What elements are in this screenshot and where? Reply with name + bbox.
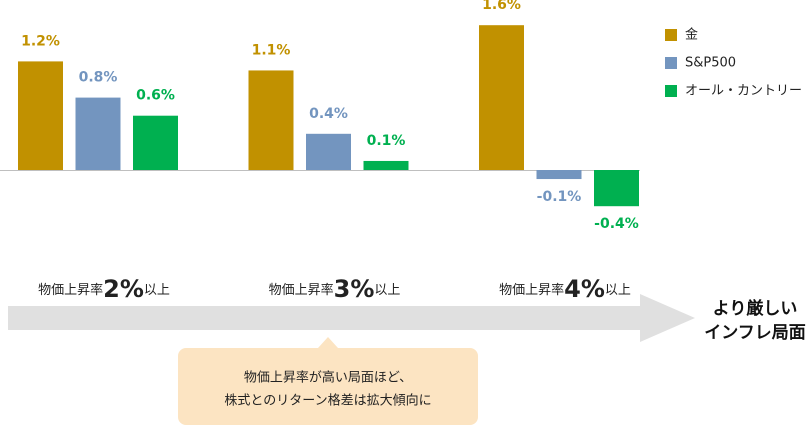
arrow-label: インフレ局面 <box>704 323 806 343</box>
legend-label: オール・カントリー <box>685 84 802 99</box>
value-label: 1.2% <box>21 33 60 49</box>
bar <box>133 115 178 170</box>
callout-box <box>178 337 478 425</box>
category-label: 物価上昇率3%以上 <box>269 275 401 303</box>
bar <box>594 170 639 207</box>
value-label: -0.1% <box>537 189 582 205</box>
callout-text: 株式とのリターン格差は拡大傾向に <box>224 393 431 409</box>
bar <box>363 160 409 170</box>
value-label: 1.6% <box>482 0 521 13</box>
bar <box>536 170 582 180</box>
legend-label: 金 <box>685 27 698 43</box>
legend-swatch <box>665 85 677 97</box>
value-label: 0.8% <box>79 70 118 86</box>
arrow-label: より厳しい <box>713 298 798 319</box>
value-label: -0.4% <box>594 216 639 232</box>
value-label: 0.4% <box>309 106 348 122</box>
bar <box>18 61 63 170</box>
bar <box>248 70 294 170</box>
value-label: 0.6% <box>136 88 175 104</box>
legend-label: S&P500 <box>685 56 736 71</box>
legend-swatch <box>665 57 677 69</box>
bar <box>479 25 524 171</box>
value-label: 0.1% <box>367 133 406 149</box>
callout-text: 物価上昇率が高い局面ほど、 <box>244 370 412 386</box>
bar <box>306 133 351 170</box>
category-label: 物価上昇率2%以上 <box>38 275 170 303</box>
category-label: 物価上昇率4%以上 <box>499 275 631 303</box>
legend-swatch <box>665 29 677 41</box>
bar <box>75 97 121 170</box>
arrow <box>8 294 695 342</box>
value-label: 1.1% <box>252 42 291 58</box>
